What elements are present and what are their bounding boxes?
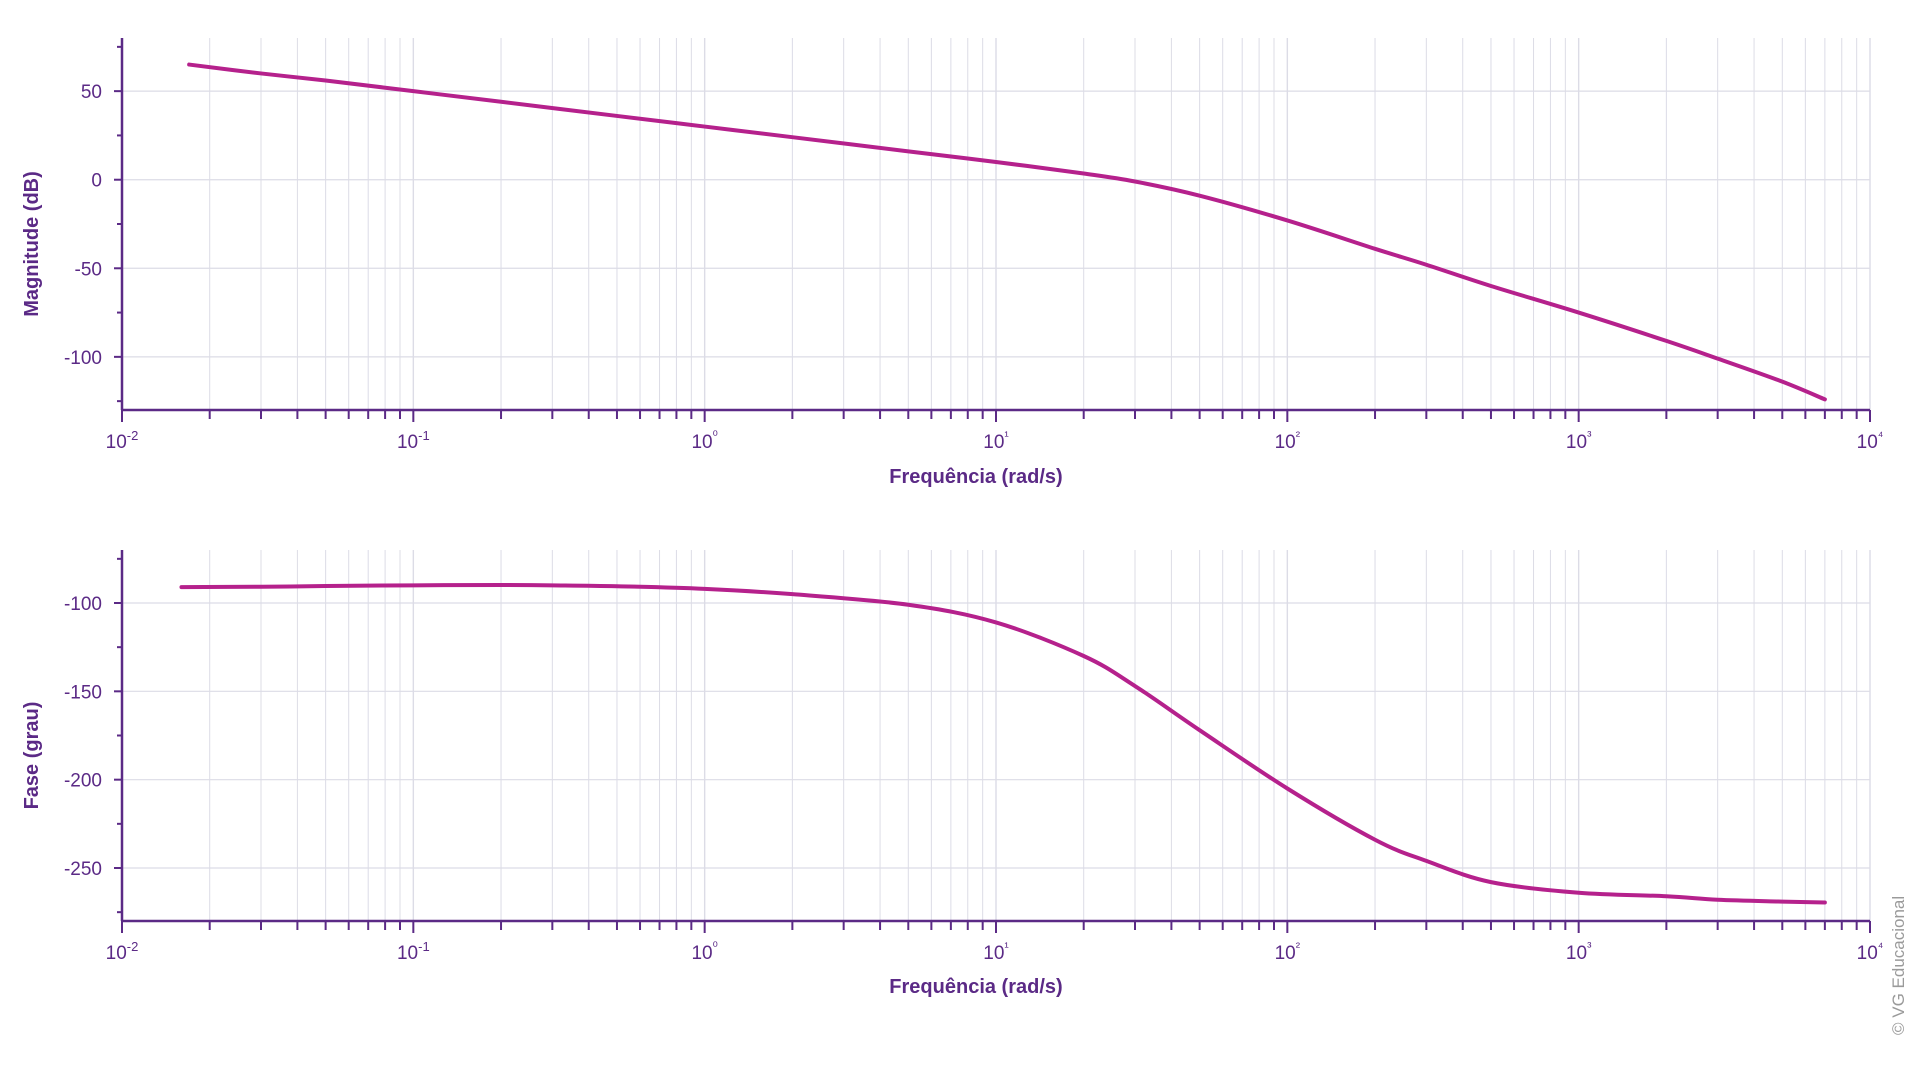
y-tick-label: -150 xyxy=(64,682,102,703)
x-tick-label: 10⁴ xyxy=(1857,428,1884,453)
x-tick-label: 10³ xyxy=(1566,939,1592,964)
y-tick-label: 0 xyxy=(91,171,102,192)
x-axis-title: Frequência (rad/s) xyxy=(889,466,1062,488)
y-tick-label: -50 xyxy=(75,259,102,280)
x-tick-label: 10-2 xyxy=(106,939,139,964)
x-tick-label: 10³ xyxy=(1566,428,1592,453)
x-tick-label: 10⁰ xyxy=(691,939,717,964)
x-tick-label: 10² xyxy=(1275,428,1301,453)
y-tick-label: -100 xyxy=(64,594,102,615)
x-tick-label: 10-2 xyxy=(106,428,139,453)
x-tick-label: 10⁴ xyxy=(1857,939,1884,964)
copyright-notice: © VG Educacional xyxy=(1889,896,1908,1035)
x-axis-title: Frequência (rad/s) xyxy=(889,976,1062,998)
x-tick-label: 10¹ xyxy=(983,428,1009,453)
y-axis-title: Magnitude (dB) xyxy=(21,171,43,317)
x-tick-label: 10⁰ xyxy=(691,428,717,453)
series-line xyxy=(187,62,1827,402)
x-tick-label: 10² xyxy=(1275,939,1301,964)
x-tick-label: 10¹ xyxy=(983,939,1009,964)
y-tick-label: -200 xyxy=(64,771,102,792)
magnitude-panel: 50 0 -50 -100 Magnitude (dB) 10-2 10-1 10⁰ 10¹ 10… xyxy=(21,38,1883,488)
series-line xyxy=(179,582,1827,905)
y-tick-label: -100 xyxy=(64,348,102,369)
x-tick-label: 10-1 xyxy=(397,939,430,964)
phase-panel: -100 -150 -200 -250 Fase (grau) 10-2 10-1 10⁰ 10… xyxy=(21,550,1883,998)
y-axis-title: Fase (grau) xyxy=(21,702,43,810)
y-tick-label: 50 xyxy=(81,82,102,103)
y-tick-label: -250 xyxy=(64,859,102,880)
x-tick-label: 10-1 xyxy=(397,428,430,453)
